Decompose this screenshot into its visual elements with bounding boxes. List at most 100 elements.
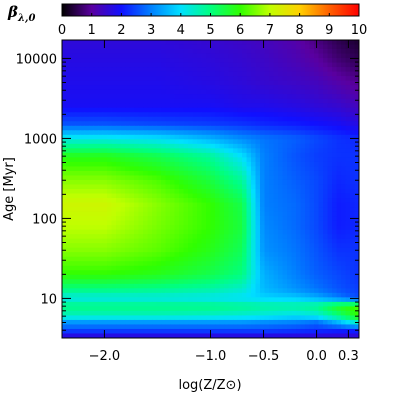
heatmap-cell bbox=[98, 166, 104, 172]
heatmap-cell bbox=[210, 139, 216, 145]
heatmap-cell bbox=[170, 58, 176, 64]
heatmap-cell bbox=[305, 130, 311, 136]
heatmap-cell bbox=[296, 193, 302, 199]
heatmap-cell bbox=[206, 292, 212, 298]
colorbar-tick-label: 8 bbox=[295, 23, 303, 38]
heatmap-cell bbox=[147, 297, 153, 303]
heatmap-cell bbox=[246, 116, 252, 122]
heatmap-cell bbox=[174, 274, 180, 280]
heatmap-cell bbox=[125, 315, 131, 321]
heatmap-cell bbox=[66, 166, 72, 172]
heatmap-cell bbox=[354, 328, 359, 335]
heatmap-cell bbox=[134, 270, 140, 276]
heatmap-cell bbox=[143, 130, 149, 136]
heatmap-cell bbox=[300, 170, 306, 177]
heatmap-cell bbox=[147, 58, 153, 64]
heatmap-cell bbox=[183, 283, 189, 289]
heatmap-cell bbox=[197, 238, 203, 244]
heatmap-cell bbox=[318, 116, 324, 122]
heatmap-cell bbox=[350, 71, 356, 77]
heatmap-cell bbox=[62, 103, 68, 109]
heatmap-cell bbox=[246, 193, 252, 199]
heatmap-cell bbox=[125, 44, 131, 50]
heatmap-cell bbox=[251, 49, 257, 55]
heatmap-cell bbox=[350, 301, 356, 307]
heatmap-cell bbox=[120, 256, 126, 262]
heatmap-cell bbox=[206, 193, 212, 199]
heatmap-cell bbox=[269, 189, 275, 195]
heatmap-cell bbox=[242, 161, 248, 168]
heatmap-cell bbox=[129, 319, 135, 326]
heatmap-cell bbox=[210, 319, 216, 326]
heatmap-cell bbox=[287, 243, 293, 249]
heatmap-cell bbox=[224, 44, 230, 50]
heatmap-cell bbox=[318, 238, 324, 244]
heatmap-cell bbox=[327, 40, 333, 46]
heatmap-cell bbox=[224, 225, 230, 231]
heatmap-cell bbox=[188, 112, 194, 118]
heatmap-cell bbox=[138, 247, 144, 253]
heatmap-cell bbox=[134, 44, 140, 50]
heatmap-cell bbox=[107, 107, 113, 113]
heatmap-cell bbox=[332, 256, 338, 262]
heatmap-cell bbox=[327, 67, 333, 73]
heatmap-cell bbox=[345, 229, 351, 235]
heatmap-cell bbox=[309, 315, 315, 321]
heatmap-cell bbox=[138, 116, 144, 122]
heatmap-cell bbox=[318, 315, 324, 321]
heatmap-cell bbox=[251, 238, 257, 244]
heatmap-cell bbox=[120, 71, 126, 77]
heatmap-cell bbox=[174, 333, 180, 338]
heatmap-cell bbox=[219, 256, 225, 262]
heatmap-cell bbox=[269, 306, 275, 312]
heatmap-cell bbox=[143, 62, 149, 68]
heatmap-cell bbox=[116, 279, 122, 285]
heatmap-cell bbox=[269, 328, 275, 335]
heatmap-cell bbox=[197, 301, 203, 307]
heatmap-cell bbox=[143, 134, 149, 140]
heatmap-cell bbox=[332, 184, 338, 190]
heatmap-cell bbox=[323, 148, 329, 154]
heatmap-cell bbox=[282, 62, 288, 68]
heatmap-cell bbox=[174, 89, 180, 95]
heatmap-cell bbox=[264, 44, 270, 50]
heatmap-cell bbox=[251, 324, 257, 330]
heatmap-cell bbox=[341, 220, 347, 226]
heatmap-cell bbox=[314, 265, 320, 271]
heatmap-cell bbox=[305, 152, 311, 158]
heatmap-cell bbox=[246, 256, 252, 262]
heatmap-cell bbox=[296, 297, 302, 303]
heatmap-cell bbox=[120, 98, 126, 104]
heatmap-cell bbox=[237, 216, 243, 222]
heatmap-cell bbox=[111, 94, 117, 100]
heatmap-cell bbox=[251, 207, 257, 213]
heatmap-cell bbox=[215, 166, 221, 172]
heatmap-cell bbox=[255, 265, 261, 271]
heatmap-cell bbox=[318, 139, 324, 145]
heatmap-cell bbox=[201, 333, 207, 338]
heatmap-cell bbox=[80, 220, 86, 226]
heatmap-cell bbox=[152, 103, 158, 109]
heatmap-cell bbox=[174, 234, 180, 240]
heatmap-cell bbox=[323, 134, 329, 140]
heatmap-cell bbox=[206, 121, 212, 127]
heatmap-cell bbox=[264, 130, 270, 136]
heatmap-cell bbox=[179, 148, 185, 154]
heatmap-cell bbox=[305, 216, 311, 222]
heatmap-cell bbox=[134, 252, 140, 258]
heatmap-cell bbox=[170, 40, 176, 46]
heatmap-cell bbox=[296, 53, 302, 59]
heatmap-cell bbox=[255, 130, 261, 136]
heatmap-cell bbox=[237, 292, 243, 298]
heatmap-cell bbox=[327, 121, 333, 127]
heatmap-cell bbox=[300, 139, 306, 145]
heatmap-cell bbox=[206, 229, 212, 235]
heatmap-cell bbox=[224, 279, 230, 285]
heatmap-cell bbox=[71, 94, 77, 100]
heatmap-cell bbox=[93, 225, 99, 231]
heatmap-cell bbox=[323, 89, 329, 95]
heatmap-cell bbox=[134, 306, 140, 312]
heatmap-cell bbox=[341, 238, 347, 244]
heatmap-cell bbox=[84, 319, 90, 326]
heatmap-cell bbox=[179, 198, 185, 204]
